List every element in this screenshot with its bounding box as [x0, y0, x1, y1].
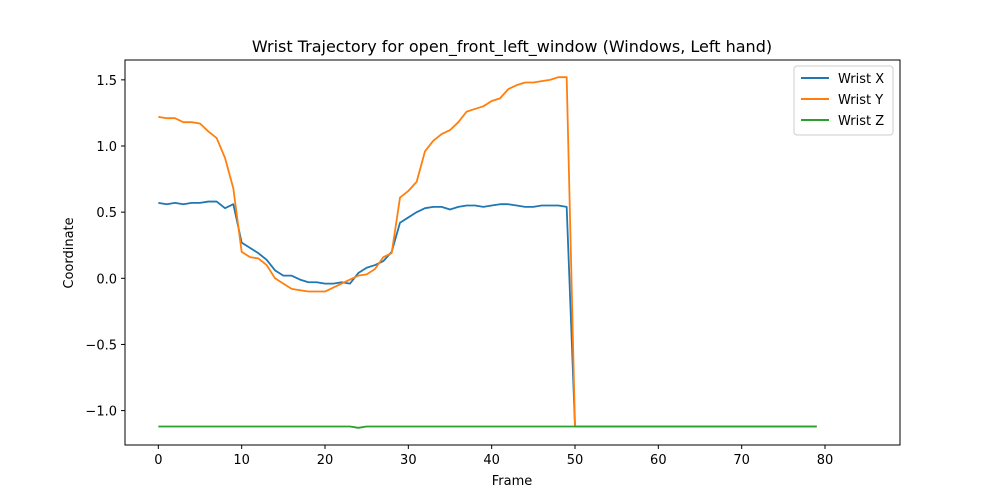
legend-box	[793, 65, 894, 136]
x-tick-label: 30	[400, 453, 417, 468]
legend-label-wrist-y: Wrist Y	[838, 93, 883, 108]
y-tick-label: 1.5	[96, 74, 117, 89]
series-line-wrist-z	[158, 425, 817, 429]
x-axis: 0 10 20 30 40 50 60 70 80	[154, 445, 833, 468]
y-tick-label: −0.5	[85, 338, 117, 353]
y-tick-label: 0.0	[96, 272, 117, 287]
x-tick-label: 0	[154, 453, 162, 468]
x-tick-label: 50	[567, 453, 584, 468]
x-tick-label: 40	[483, 453, 500, 468]
x-tick-label: 70	[733, 453, 750, 468]
y-tick-label: 0.5	[96, 206, 117, 221]
y-axis-label: Coordinate	[62, 217, 77, 288]
x-tick-label: 80	[817, 453, 834, 468]
x-tick-label: 10	[233, 453, 250, 468]
x-tick-label: 20	[317, 453, 334, 468]
plot-frame	[124, 59, 901, 446]
legend-label-wrist-z: Wrist Z	[838, 114, 884, 129]
y-tick-label: −1.0	[85, 405, 117, 420]
x-axis-label: Frame	[492, 474, 533, 489]
legend: Wrist X Wrist Y Wrist Z	[793, 65, 894, 136]
y-tick-label: 1.0	[96, 140, 117, 155]
chart-title: Wrist Trajectory for open_front_left_win…	[252, 37, 772, 57]
x-tick-label: 60	[650, 453, 667, 468]
legend-label-wrist-x: Wrist X	[838, 72, 884, 87]
y-axis: −1.0 −0.5 0.0 0.5 1.0 1.5	[85, 74, 125, 420]
plot-area	[158, 76, 817, 429]
